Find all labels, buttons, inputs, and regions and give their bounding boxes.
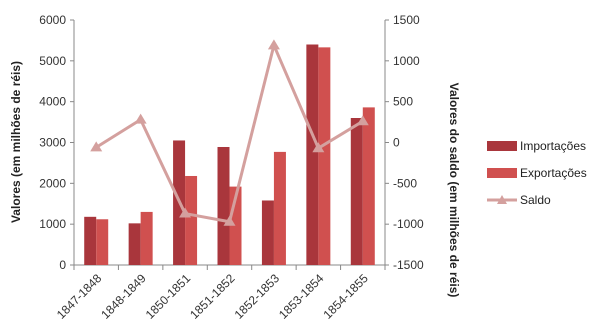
legend-swatch — [487, 168, 517, 178]
bar — [217, 146, 230, 265]
saldo-marker — [223, 215, 236, 226]
bar — [318, 47, 331, 265]
bar — [261, 200, 274, 265]
saldo-marker — [312, 142, 325, 153]
legend-label: Saldo — [520, 193, 551, 207]
y2-tick-label: 0 — [393, 136, 400, 150]
x-tick-label: 1847-1848 — [54, 271, 105, 322]
secondary-y-axis-title: Valores do saldo (em milhões de réis) — [447, 83, 461, 298]
saldo-marker — [356, 115, 369, 126]
right-axis-ticks: -1500 -1000 -500 0 500 1000 1500 — [385, 13, 424, 272]
y-tick-label: 6000 — [39, 13, 66, 27]
bar — [362, 107, 375, 265]
x-tick-label: 1850-1851 — [143, 271, 194, 322]
legend-swatch — [487, 141, 517, 151]
y2-tick-label: 1000 — [393, 54, 420, 68]
x-tick-label: 1852-1853 — [232, 271, 283, 322]
y2-tick-label: 500 — [393, 95, 413, 109]
saldo-marker — [179, 207, 192, 218]
saldo-marker — [90, 141, 103, 152]
saldo-marker — [267, 39, 280, 50]
bar — [128, 223, 141, 265]
x-tick-label: 1854-1855 — [320, 271, 371, 322]
y2-tick-label: -500 — [393, 176, 417, 190]
bar — [350, 118, 363, 265]
saldo-marker — [134, 113, 147, 124]
y-tick-label: 3000 — [39, 136, 66, 150]
legend-marker — [497, 195, 507, 204]
bar — [306, 44, 319, 265]
x-tick-label: 1851-1852 — [187, 271, 238, 322]
y-tick-label: 2000 — [39, 176, 66, 190]
bar — [140, 211, 153, 265]
y2-tick-label: 1500 — [393, 13, 420, 27]
legend-label: Importações — [520, 139, 586, 153]
legend-label: Exportações — [520, 166, 587, 180]
bar — [84, 216, 97, 265]
y-axis-title: Valores (em milhões de réis) — [9, 61, 23, 223]
y-tick-label: 0 — [59, 258, 66, 272]
bar — [96, 219, 109, 265]
bar — [185, 175, 198, 265]
y2-tick-label: -1500 — [393, 258, 424, 272]
y-tick-label: 4000 — [39, 95, 66, 109]
bar — [273, 151, 286, 265]
x-axis-ticks: 1847-18481848-18491850-18511851-18521852… — [54, 265, 386, 322]
left-axis-ticks: 0 1000 2000 3000 4000 5000 6000 — [39, 13, 74, 272]
series-0 — [84, 44, 363, 265]
y-tick-label: 1000 — [39, 217, 66, 231]
y2-tick-label: -1000 — [393, 217, 424, 231]
x-tick-label: 1848-1849 — [98, 271, 149, 322]
series-1 — [96, 47, 375, 265]
y-tick-label: 5000 — [39, 54, 66, 68]
plot-area — [73, 20, 386, 266]
x-tick-label: 1853-1854 — [276, 271, 327, 322]
legend: Importações Exportações Saldo — [487, 139, 587, 207]
